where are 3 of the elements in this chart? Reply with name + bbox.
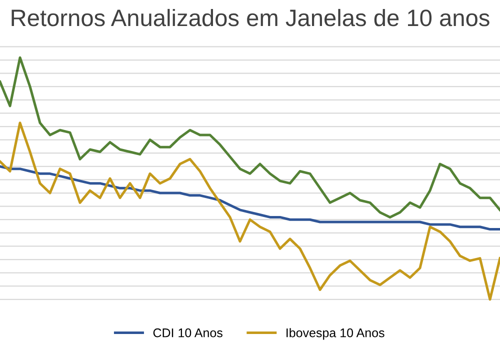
legend-label: CDI 10 Anos bbox=[153, 328, 222, 338]
chart-title: Retornos Anualizados em Janelas de 10 anos bbox=[12, 8, 490, 26]
legend-label: Ibovespa 10 Anos bbox=[286, 328, 384, 340]
